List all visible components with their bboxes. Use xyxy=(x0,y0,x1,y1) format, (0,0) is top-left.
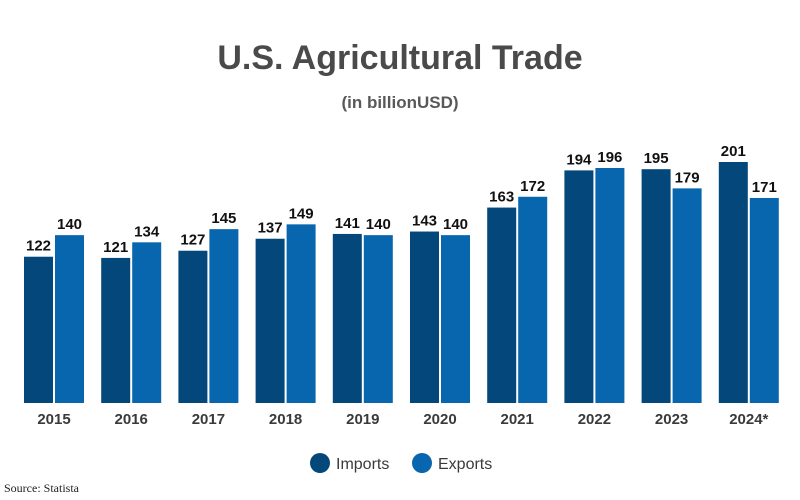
bar-imports-2022 xyxy=(564,170,594,403)
value-label-imports-2022: 194 xyxy=(566,151,592,168)
x-tick-2016: 2016 xyxy=(115,411,148,428)
value-label-imports-2019: 141 xyxy=(335,215,360,232)
bar-exports-2020 xyxy=(441,235,470,403)
value-label-imports-2018: 137 xyxy=(258,220,283,237)
bar-imports-2020 xyxy=(410,231,439,403)
bar-imports-2015 xyxy=(24,256,53,403)
value-label-exports-2024: 171 xyxy=(752,179,777,196)
bar-imports-2019 xyxy=(332,233,362,403)
bar-exports-2024 xyxy=(749,197,779,403)
x-tick-2021: 2021 xyxy=(501,411,534,428)
legend-label-exports: Exports xyxy=(438,456,492,473)
value-label-exports-2019: 140 xyxy=(366,216,391,233)
value-label-exports-2018: 149 xyxy=(289,205,314,222)
bar-imports-2023 xyxy=(641,169,671,403)
bar-imports-2017 xyxy=(178,250,208,403)
bar-exports-2023 xyxy=(672,188,702,403)
x-tick-2018: 2018 xyxy=(269,411,302,428)
value-label-exports-2023: 179 xyxy=(675,169,700,186)
bar-imports-2018 xyxy=(255,238,285,403)
value-label-exports-2017: 145 xyxy=(211,210,236,227)
bar-exports-2019 xyxy=(363,235,393,403)
bars-layer xyxy=(24,162,779,403)
value-label-imports-2023: 195 xyxy=(644,150,669,167)
x-axis-ticks: 2015 2016 2017 2018 2019 2020 2021 2022 2023 2024… xyxy=(37,411,768,428)
value-label-exports-2021: 172 xyxy=(520,178,545,195)
value-label-exports-2016: 134 xyxy=(134,223,160,240)
bar-exports-2017 xyxy=(209,229,239,403)
bar-exports-2022 xyxy=(595,168,625,403)
value-label-imports-2015: 122 xyxy=(26,238,51,255)
value-label-exports-2020: 140 xyxy=(443,216,468,233)
x-tick-2024: 2024* xyxy=(729,411,768,428)
chart-subtitle: (in billionUSD) xyxy=(341,93,458,112)
chart-title: U.S. Agricultural Trade xyxy=(217,39,582,77)
value-label-imports-2020: 143 xyxy=(412,213,437,230)
bar-imports-2024 xyxy=(718,162,748,403)
bar-exports-2021 xyxy=(518,196,548,403)
value-label-imports-2017: 127 xyxy=(180,232,205,249)
value-label-exports-2015: 140 xyxy=(57,216,82,233)
bar-exports-2016 xyxy=(132,242,162,403)
x-tick-2017: 2017 xyxy=(192,411,225,428)
bar-imports-2021 xyxy=(487,207,517,403)
x-tick-2023: 2023 xyxy=(655,411,688,428)
legend-swatch-imports xyxy=(310,453,330,473)
value-label-imports-2021: 163 xyxy=(489,189,514,206)
x-tick-2019: 2019 xyxy=(346,411,379,428)
legend-label-imports: Imports xyxy=(336,456,389,473)
bar-imports-2016 xyxy=(101,257,131,403)
legend-swatch-exports xyxy=(412,453,432,473)
value-label-exports-2022: 196 xyxy=(597,149,622,166)
bar-exports-2015 xyxy=(55,235,84,403)
x-tick-2020: 2020 xyxy=(423,411,456,428)
source-note: Source: Statista xyxy=(4,481,80,495)
value-label-imports-2016: 121 xyxy=(103,239,128,256)
bar-exports-2018 xyxy=(286,224,316,403)
x-tick-2015: 2015 xyxy=(37,411,70,428)
x-tick-2022: 2022 xyxy=(578,411,611,428)
value-labels-layer: 122 140 121 134 127 145 137 149 141 140 143 140 163 1… xyxy=(26,143,777,256)
legend: Imports Exports xyxy=(310,453,492,473)
value-label-imports-2024: 201 xyxy=(721,143,746,160)
